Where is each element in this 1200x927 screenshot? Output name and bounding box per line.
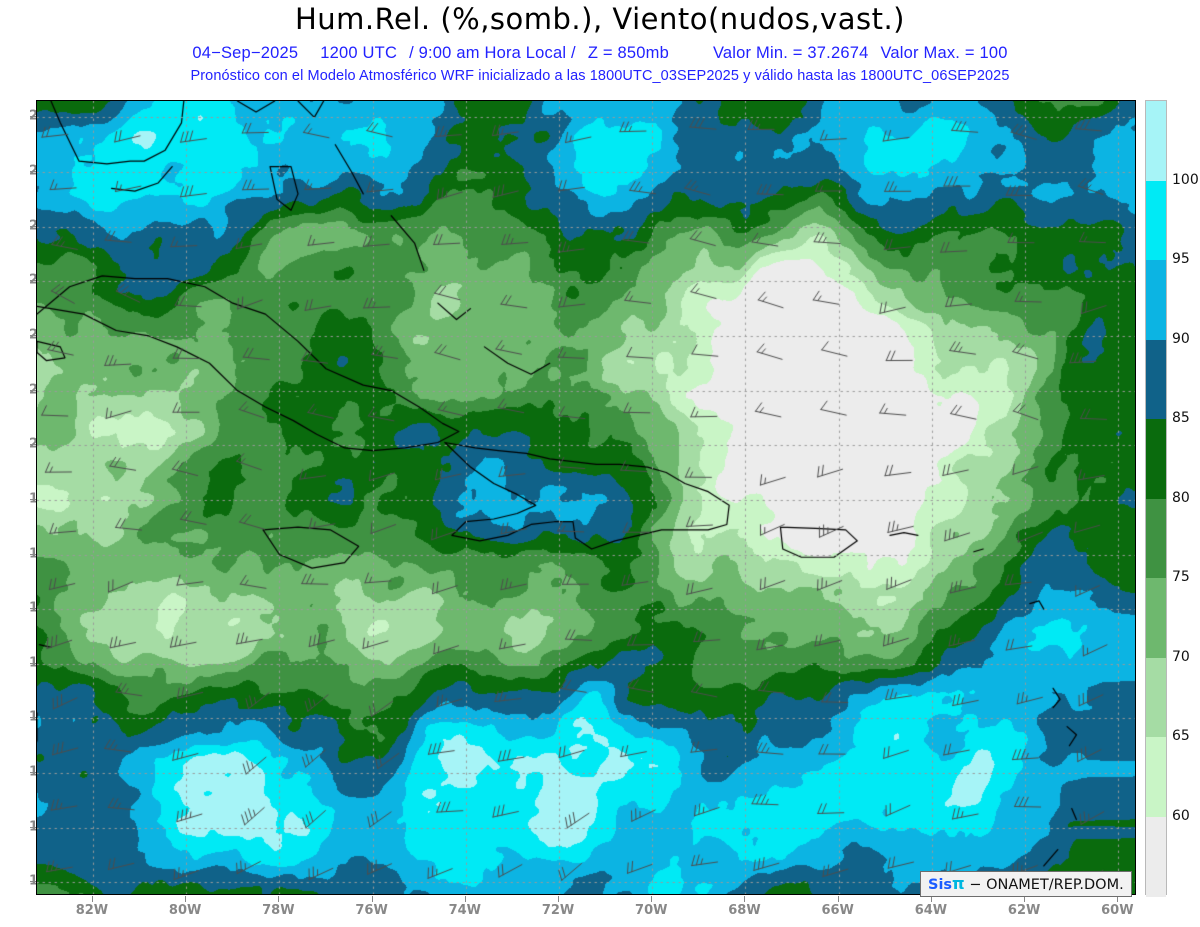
colorbar-segment <box>1146 578 1166 658</box>
page-title: Hum.Rel. (%,somb.), Viento(nudos,vast.) <box>295 2 905 36</box>
longitude-tick-label: 76W <box>355 903 388 918</box>
latitude-tick-mark <box>30 225 36 227</box>
longitude-tick-label: 68W <box>728 903 761 918</box>
colorbar-tick-label: 90 <box>1172 330 1190 347</box>
subtitle-line-2: Pronóstico con el Modelo Atmosférico WRF… <box>0 68 1200 84</box>
longitude-tick-label: 82W <box>75 903 109 918</box>
colorbar-tick-label: 70 <box>1172 648 1190 665</box>
longitude-tick-label: 74W <box>448 903 482 918</box>
longitude-tick-label: 62W <box>1007 903 1041 918</box>
pi-icon: π <box>952 874 965 893</box>
colorbar-tick-label: 60 <box>1172 807 1190 824</box>
latitude-tick-mark <box>30 662 36 664</box>
logo-sis-text: Sis <box>928 877 953 893</box>
latitude-tick-mark <box>30 280 36 282</box>
colorbar-tick-label: 85 <box>1172 410 1190 426</box>
latitude-tick-mark <box>30 553 36 555</box>
latitude-tick-mark <box>30 608 36 610</box>
latitude-tick-mark <box>30 334 36 336</box>
colorbar-segment <box>1146 737 1166 817</box>
colorbar <box>1145 100 1167 897</box>
colorbar-segment <box>1146 339 1166 420</box>
longitude-tick-mark <box>930 896 932 902</box>
latitude-tick-mark <box>30 171 36 173</box>
colorbar-segment <box>1146 260 1166 340</box>
colorbar-tick-label: 95 <box>1172 251 1190 267</box>
map-plot-area[interactable] <box>36 100 1136 895</box>
value-max-label: Valor Max. = 100 <box>880 44 1008 62</box>
longitude-tick-mark <box>1024 896 1026 902</box>
longitude-tick-mark <box>464 896 466 902</box>
logo-org-text: − ONAMET/REP.DOM. <box>969 877 1124 893</box>
longitude-tick-label: 64W <box>914 903 948 918</box>
longitude-tick-mark <box>371 896 373 902</box>
longitude-tick-mark <box>558 896 560 902</box>
value-min-label: Valor Min. = 37.2674 <box>712 44 869 62</box>
longitude-tick-label: 78W <box>262 903 295 918</box>
forecast-description: Pronóstico con el Modelo Atmosférico WRF… <box>190 68 1010 84</box>
longitude-tick-mark <box>744 896 746 902</box>
latitude-tick-mark <box>30 881 36 883</box>
longitude-tick-label: 66W <box>821 903 854 918</box>
longitude-tick-label: 80W <box>168 903 202 918</box>
latitude-tick-mark <box>30 116 36 118</box>
onamet-logo: Sisπ − ONAMET/REP.DOM. <box>920 871 1132 897</box>
latitude-tick-mark <box>30 444 36 446</box>
longitude-tick-label: 70W <box>635 903 668 918</box>
colorbar-segment <box>1146 419 1166 499</box>
longitude-tick-label: 60W <box>1101 903 1134 918</box>
longitude-tick-mark <box>837 896 839 902</box>
longitude-tick-mark <box>185 896 187 902</box>
colorbar-tick-label: 75 <box>1172 569 1190 585</box>
map-frame <box>36 100 1136 895</box>
latitude-tick-mark <box>30 498 36 500</box>
forecast-level: Z = 850mb <box>587 44 669 62</box>
longitude-tick-mark <box>1117 896 1119 902</box>
colorbar-segment <box>1146 101 1166 181</box>
latitude-tick-mark <box>30 772 36 774</box>
longitude-tick-mark <box>278 896 280 902</box>
colorbar-tick-label: 100 <box>1172 171 1199 188</box>
colorbar-segment <box>1146 657 1166 738</box>
forecast-local-time: / 9:00 am Hora Local / <box>409 44 576 62</box>
latitude-tick-mark <box>30 826 36 828</box>
longitude-tick-mark <box>91 896 93 902</box>
colorbar-tick-label: 65 <box>1172 728 1190 744</box>
chart-header: Hum.Rel. (%,somb.), Viento(nudos,vast.) … <box>0 0 1200 95</box>
colorbar-segment <box>1146 498 1166 579</box>
colorbar-segment <box>1146 180 1166 261</box>
forecast-date: 04−Sep−2025 <box>192 44 299 62</box>
colorbar-segment <box>1146 816 1166 897</box>
colorbar-tick-label: 80 <box>1172 489 1190 506</box>
longitude-tick-label: 72W <box>541 903 575 918</box>
latitude-tick-mark <box>30 717 36 719</box>
forecast-utc-time: 1200 UTC <box>320 44 398 62</box>
subtitle-line-1: 04−Sep−2025 1200 UTC / 9:00 am Hora Local … <box>0 44 1200 63</box>
humidity-shading-canvas <box>37 101 1135 894</box>
longitude-tick-mark <box>651 896 653 902</box>
latitude-tick-mark <box>30 389 36 391</box>
